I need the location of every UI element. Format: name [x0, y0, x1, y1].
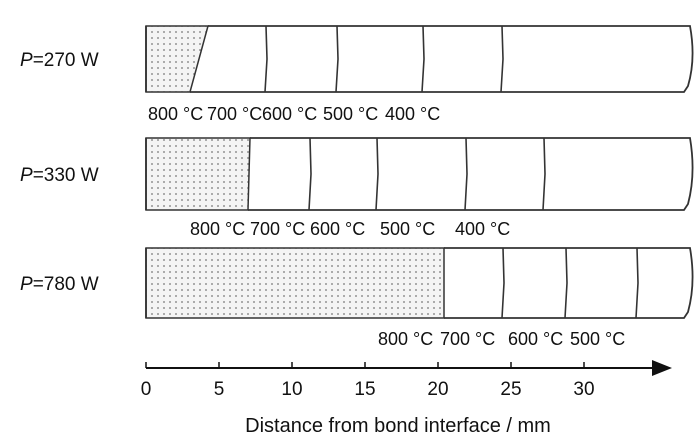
arrow-head-icon [652, 360, 672, 376]
tick-label: 0 [141, 379, 152, 400]
isotherm-line [335, 25, 339, 93]
isotherm-line [421, 25, 425, 93]
power-label: P=780 W [20, 274, 99, 295]
molten-zone [145, 247, 445, 319]
power-label: P=270 W [20, 50, 99, 71]
sample-outline [190, 25, 694, 93]
sample-row: P=330 W 800 °C 700 °C 600 °C 500 °C 400 °C [20, 137, 694, 239]
sample-outline [248, 137, 694, 211]
isotherm-line [501, 247, 505, 319]
distance-axis: 0 5 10 15 20 25 30 Distance from bond interface… [141, 360, 672, 437]
tick-label: 20 [427, 379, 448, 400]
isotherm-line [635, 247, 639, 319]
tick-label: 5 [214, 379, 225, 400]
tick-label: 15 [354, 379, 375, 400]
sample-outline [444, 247, 694, 319]
temperature-label: 700 °C [250, 219, 305, 239]
isotherm-line [542, 137, 546, 211]
temperature-label: 600 °C [262, 104, 317, 124]
axis-title: Distance from bond interface / mm [245, 415, 551, 437]
temperature-label: 400 °C [385, 104, 440, 124]
temperature-label: 500 °C [323, 104, 378, 124]
temperature-label: 500 °C [570, 329, 625, 349]
isotherm-line [264, 25, 268, 93]
isotherm-line [500, 25, 504, 93]
temperature-label: 800 °C [148, 104, 203, 124]
temperature-label: 700 °C [207, 104, 262, 124]
isotherm-line [464, 137, 468, 211]
tick-label: 30 [573, 379, 594, 400]
temperature-label: 600 °C [508, 329, 563, 349]
power-label: P=330 W [20, 165, 99, 186]
molten-zone [145, 25, 209, 93]
isotherm-line [375, 137, 379, 211]
sample-row: P=780 W 800 °C 700 °C 600 °C 500 °C [20, 247, 694, 349]
sample-row: P=270 W 800 °C 700 °C 600 °C 500 °C 400 °C [20, 25, 694, 124]
isotherm-line [308, 137, 312, 211]
temperature-label: 500 °C [380, 219, 435, 239]
molten-zone [145, 137, 251, 211]
temperature-label: 700 °C [440, 329, 495, 349]
temperature-label: 800 °C [190, 219, 245, 239]
temperature-label: 800 °C [378, 329, 433, 349]
isotherm-line [564, 247, 568, 319]
temperature-label: 600 °C [310, 219, 365, 239]
tick-label: 10 [281, 379, 302, 400]
temperature-label: 400 °C [455, 219, 510, 239]
tick-label: 25 [500, 379, 521, 400]
